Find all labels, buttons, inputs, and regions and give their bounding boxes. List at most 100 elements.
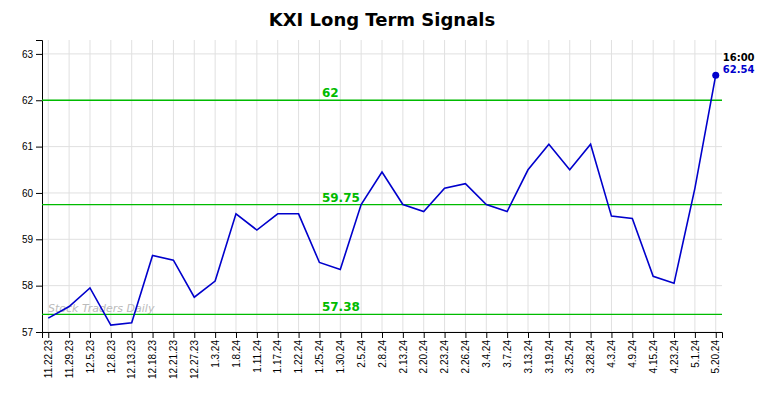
tick: 62: [22, 95, 42, 106]
grid-line: [256, 40, 257, 332]
tick-mark: [611, 332, 612, 338]
tick: 12.21.23: [168, 332, 179, 379]
tick: 3.28.24: [585, 332, 596, 373]
tick-mark: [153, 332, 154, 338]
tick-mark: [445, 332, 446, 338]
tick-label: 4.15.24: [648, 340, 659, 374]
grid-line: [340, 40, 341, 332]
tick: 61: [22, 141, 42, 152]
tick: 4.9.24: [627, 332, 638, 368]
grid-line: [548, 40, 549, 332]
grid-line: [42, 100, 722, 101]
signal-label: 62: [322, 86, 339, 100]
tick-label: 5.20.24: [710, 340, 721, 374]
tick-mark: [36, 193, 42, 194]
tick-mark: [361, 332, 362, 338]
plot: Stock Traders Daily5758596061626311.22.2…: [22, 40, 755, 379]
tick-mark: [36, 239, 42, 240]
grid-line: [444, 40, 445, 332]
tick-label: 1.17.24: [272, 340, 283, 374]
grid-line: [465, 40, 466, 332]
grid-line: [528, 40, 529, 332]
signal-line: [42, 204, 722, 205]
tick: 3.4.24: [481, 332, 492, 368]
tick-mark: [278, 332, 279, 338]
grid-line: [110, 40, 111, 332]
tick-mark: [36, 100, 42, 101]
tick: 12.13.23: [126, 332, 137, 379]
tick-mark: [424, 332, 425, 338]
tick-mark: [36, 286, 42, 287]
tick-label: 12.13.23: [126, 340, 137, 379]
grid-line: [611, 40, 612, 332]
tick-mark: [48, 332, 49, 338]
tick: 11.22.23: [43, 332, 54, 378]
tick: 12.18.23: [147, 332, 158, 379]
grid-line: [674, 40, 675, 332]
tick-label: 1.8.24: [231, 340, 242, 368]
grid-line: [486, 40, 487, 332]
tick-mark: [319, 332, 320, 338]
tick-label: 3.28.24: [585, 340, 596, 374]
tick: 4.15.24: [648, 332, 659, 373]
grid-line: [319, 40, 320, 332]
tick-label: 3.7.24: [502, 340, 513, 368]
tick-mark: [570, 332, 571, 338]
title: KXI Long Term Signals: [269, 9, 495, 30]
tick: 12.27.23: [189, 332, 200, 379]
tick-mark: [36, 54, 42, 55]
tick: 58: [22, 280, 42, 291]
tick-mark: [465, 332, 466, 338]
tick-label: 1.3.24: [210, 340, 221, 368]
y-axis: 57585960616263: [22, 41, 43, 338]
tick: 1.25.24: [314, 332, 325, 373]
tick: 4.23.24: [669, 332, 680, 373]
tick: 5.20.24: [710, 332, 721, 373]
tick: 5.1.24: [690, 332, 701, 368]
signal-label: 57.38: [322, 300, 360, 314]
tick-mark: [132, 332, 133, 338]
tick-label: 12.18.23: [147, 340, 158, 379]
tick-mark: [632, 332, 633, 338]
tick-label: 12.8.23: [106, 340, 117, 374]
tick-mark: [90, 332, 91, 338]
tick-label: 3.19.24: [544, 340, 555, 374]
tick: 3.7.24: [502, 332, 513, 368]
tick-label: 12.5.23: [85, 340, 96, 374]
tick-mark: [36, 332, 42, 333]
grid: [42, 40, 722, 332]
tick-mark: [340, 332, 341, 338]
tick-label: 4.3.24: [606, 340, 617, 368]
tick: 1.30.24: [335, 332, 346, 373]
tick: 2.20.24: [418, 332, 429, 373]
tick-mark: [507, 332, 508, 338]
tick-label: 12.27.23: [189, 340, 200, 379]
grid-line: [382, 40, 383, 332]
tick-mark: [111, 332, 112, 338]
tick-mark: [549, 332, 550, 338]
tick-label: 61: [22, 141, 34, 152]
tick-label: 4.9.24: [627, 340, 638, 368]
tick-label: 3.4.24: [481, 340, 492, 368]
tick-mark: [591, 332, 592, 338]
chart: Stock Traders Daily5758596061626311.22.2…: [0, 0, 784, 398]
grid-line: [569, 40, 570, 332]
tick-label: 2.5.24: [356, 340, 367, 368]
tick-label: 1.30.24: [335, 340, 346, 374]
signal-label: 59.75: [322, 191, 360, 205]
grid-line: [361, 40, 362, 332]
tick: 60: [22, 188, 42, 199]
grid-line: [653, 40, 654, 332]
tick: 2.5.24: [356, 332, 367, 368]
tick-mark: [69, 332, 70, 338]
tick-mark: [194, 332, 195, 338]
tick-label: 2.26.24: [460, 340, 471, 374]
signal-line: [42, 314, 722, 315]
tick-label: 1.25.24: [314, 340, 325, 374]
tick-label: 2.20.24: [418, 340, 429, 374]
tick: 4.3.24: [606, 332, 617, 368]
grid-line: [152, 40, 153, 332]
grid-line: [173, 40, 174, 332]
grid-line: [194, 40, 195, 332]
annotation: 16:00: [723, 52, 755, 63]
